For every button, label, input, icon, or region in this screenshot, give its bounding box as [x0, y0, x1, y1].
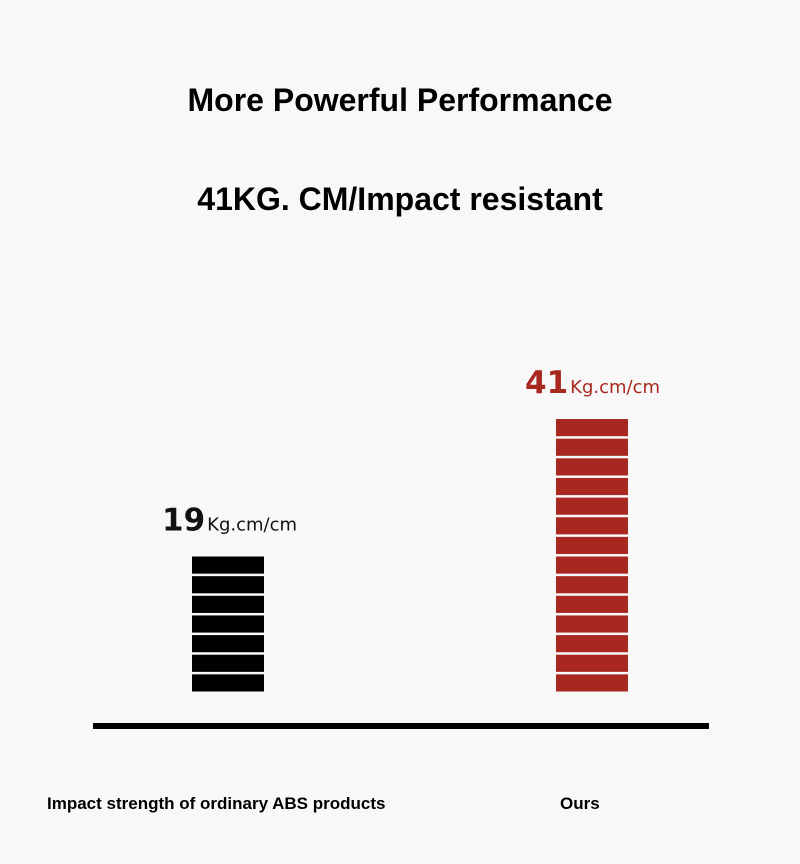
bar-segment	[556, 517, 628, 535]
bar-segment	[556, 635, 628, 653]
chart-title: More Powerful Performance	[187, 82, 613, 118]
bar-segment	[192, 615, 264, 633]
bar-segment	[556, 458, 628, 476]
data-label: 19 Kg.cm/cm	[162, 503, 297, 539]
bar-segment	[556, 654, 628, 672]
bar-segment	[192, 576, 264, 594]
bar-segment	[192, 595, 264, 613]
bar-segment	[556, 497, 628, 515]
bar-segment	[192, 654, 264, 672]
bar-segment	[556, 477, 628, 496]
bar-segment	[556, 674, 628, 692]
data-label: 41 Kg.cm/cm	[525, 365, 660, 401]
bar-segment	[556, 419, 628, 437]
chart-subtitle: 41KG. CM/Impact resistant	[197, 181, 603, 217]
bar-segment	[556, 615, 628, 633]
bar-segment	[192, 556, 264, 574]
bar-segment	[556, 556, 628, 574]
bar-segment	[556, 576, 628, 594]
category-label: Ours	[560, 794, 600, 813]
bar-segment	[556, 438, 628, 456]
bar	[556, 419, 628, 692]
bar-segment	[556, 595, 628, 613]
bar-segment	[192, 635, 264, 653]
bar	[192, 556, 264, 692]
bar-segment	[192, 674, 264, 692]
bar-segment	[556, 536, 628, 555]
category-label: Impact strength of ordinary ABS products	[47, 794, 386, 813]
